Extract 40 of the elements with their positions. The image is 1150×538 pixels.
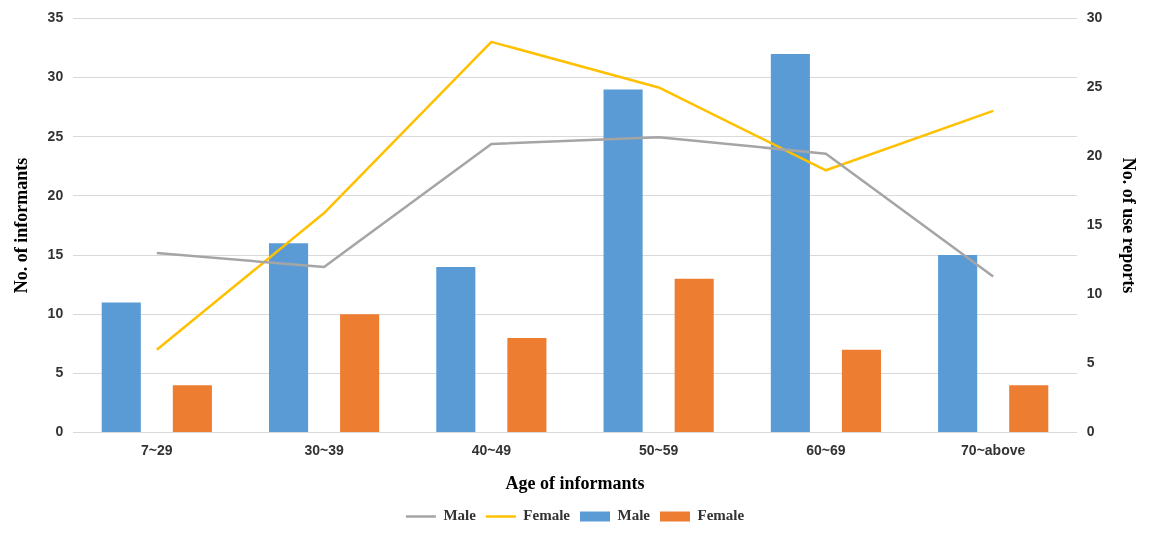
- x-axis-title: Age of informants: [505, 472, 645, 493]
- y-tick-label: 20: [47, 186, 64, 203]
- bar: [603, 89, 643, 433]
- y-tick-label: 25: [47, 127, 64, 144]
- bar: [674, 278, 714, 433]
- y2-tick-label: 5: [1086, 354, 1095, 371]
- x-tick-label: 30~39: [304, 441, 344, 458]
- y-tick-label: 5: [55, 364, 64, 381]
- bar: [770, 53, 810, 433]
- y-tick-label: 35: [47, 9, 64, 26]
- y2-tick-label: 20: [1086, 147, 1103, 164]
- legend-label: Female: [697, 507, 745, 524]
- bar: [101, 302, 141, 433]
- y-axis-title: No. of informants: [11, 157, 32, 294]
- bar: [841, 349, 882, 433]
- bar: [340, 314, 380, 433]
- bar: [268, 243, 309, 433]
- y-tick-label: 30: [47, 68, 64, 85]
- x-tick-label: 7~29: [141, 441, 173, 458]
- y2-tick-label: 30: [1086, 9, 1103, 26]
- y2-tick-label: 0: [1086, 423, 1095, 440]
- x-tick-label: 50~59: [638, 441, 679, 458]
- legend-label: Male: [617, 507, 651, 524]
- y2-tick-label: 25: [1086, 78, 1103, 95]
- bar: [436, 266, 476, 433]
- y-tick-label: 10: [47, 305, 64, 322]
- bar: [507, 337, 547, 433]
- x-tick-label: 60~69: [806, 441, 846, 458]
- y-tick-label: 0: [55, 423, 64, 440]
- legend-label: Male: [443, 507, 477, 524]
- y2-tick-label: 15: [1086, 216, 1103, 233]
- legend-label: Female: [523, 507, 571, 524]
- x-tick-label: 70~above: [961, 441, 1026, 458]
- x-tick-label: 40~49: [471, 441, 512, 458]
- bar: [938, 255, 978, 433]
- y2-axis-title: No. of use reports: [1118, 157, 1139, 294]
- y-tick-label: 15: [47, 245, 64, 262]
- bar: [1009, 385, 1049, 433]
- bar: [172, 385, 212, 433]
- y2-tick-label: 10: [1086, 285, 1103, 302]
